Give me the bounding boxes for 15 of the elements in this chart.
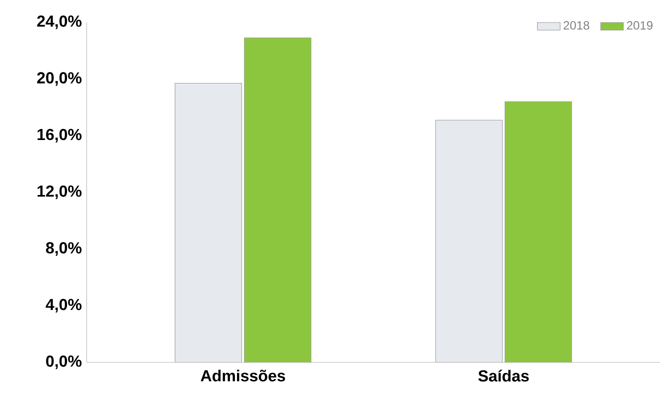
x-tick-label: Saídas	[478, 370, 529, 382]
y-tick-label: 4,0%	[46, 298, 82, 312]
legend-label: 2018	[564, 21, 590, 30]
y-tick-label: 16,0%	[38, 128, 82, 142]
y-tick-label: 24,0%	[37, 16, 82, 30]
y-tick-label: 20,0%	[37, 72, 82, 86]
x-tick-label: Admissões	[200, 370, 286, 382]
y-tick-label: 0,0%	[46, 356, 82, 370]
bar	[435, 120, 503, 362]
legend-label: 2019	[626, 21, 652, 30]
y-tick-label: 8,0%	[46, 242, 82, 256]
bar	[504, 101, 572, 362]
bar	[244, 38, 312, 362]
bar	[174, 82, 242, 362]
y-tick-label: 12,0%	[38, 186, 82, 200]
